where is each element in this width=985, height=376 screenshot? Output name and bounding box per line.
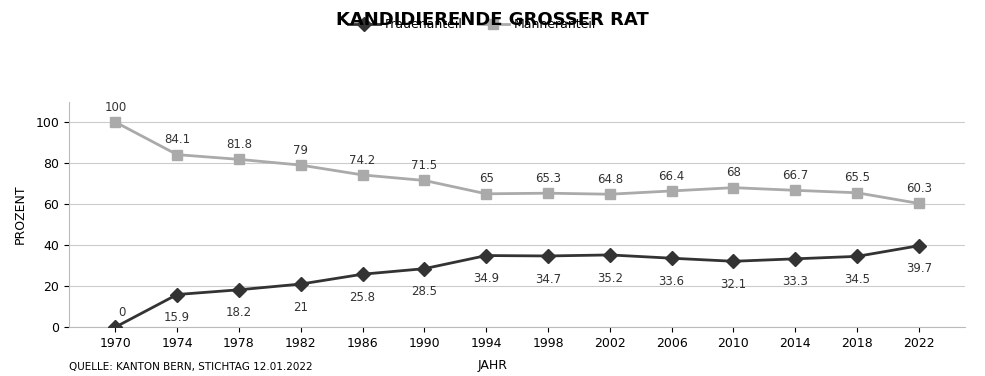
Männeranteil <box>233 157 245 162</box>
Text: 100: 100 <box>104 101 126 114</box>
Text: 25.8: 25.8 <box>350 291 375 304</box>
Männeranteil <box>295 163 306 167</box>
Text: 34.7: 34.7 <box>535 273 561 286</box>
Text: 32.1: 32.1 <box>720 278 747 291</box>
Line: Männeranteil: Männeranteil <box>110 117 924 208</box>
Text: 74.2: 74.2 <box>350 154 375 167</box>
Frauenanteil <box>295 282 306 286</box>
Männeranteil <box>604 192 616 197</box>
Frauenanteil <box>171 292 183 297</box>
Text: 34.9: 34.9 <box>473 272 499 285</box>
Text: 84.1: 84.1 <box>164 133 190 146</box>
Männeranteil <box>666 189 678 193</box>
Text: 0: 0 <box>118 306 125 319</box>
Text: 64.8: 64.8 <box>597 173 623 186</box>
Männeranteil <box>109 120 121 124</box>
Männeranteil <box>913 201 925 206</box>
Text: 15.9: 15.9 <box>164 311 190 324</box>
Text: KANDIDIERENDE GROSSER RAT: KANDIDIERENDE GROSSER RAT <box>336 11 649 29</box>
Text: 33.6: 33.6 <box>659 275 685 288</box>
Text: 65: 65 <box>479 173 493 185</box>
Text: 18.2: 18.2 <box>226 306 252 320</box>
Text: 33.3: 33.3 <box>782 276 809 288</box>
Männeranteil <box>357 173 368 177</box>
Frauenanteil <box>109 325 121 329</box>
Text: 81.8: 81.8 <box>226 138 252 151</box>
Text: JAHR: JAHR <box>478 359 507 372</box>
Text: 66.4: 66.4 <box>659 170 685 183</box>
Männeranteil <box>542 191 554 196</box>
Frauenanteil <box>419 267 430 271</box>
Text: 28.5: 28.5 <box>412 285 437 298</box>
Text: 60.3: 60.3 <box>906 182 932 195</box>
Männeranteil <box>171 152 183 157</box>
Text: 66.7: 66.7 <box>782 169 809 182</box>
Text: 21: 21 <box>294 301 308 314</box>
Line: Frauenanteil: Frauenanteil <box>110 241 924 332</box>
Frauenanteil <box>851 254 863 259</box>
Männeranteil <box>789 188 801 193</box>
Männeranteil <box>851 191 863 195</box>
Frauenanteil <box>666 256 678 261</box>
Text: 39.7: 39.7 <box>906 262 932 275</box>
Legend: Frauenanteil, Männeranteil: Frauenanteil, Männeranteil <box>344 13 601 36</box>
Text: 79: 79 <box>294 144 308 157</box>
Text: 65.3: 65.3 <box>535 172 561 185</box>
Frauenanteil <box>789 256 801 261</box>
Frauenanteil <box>542 254 554 258</box>
Text: 35.2: 35.2 <box>597 271 623 285</box>
Frauenanteil <box>728 259 740 264</box>
Frauenanteil <box>913 243 925 248</box>
Frauenanteil <box>357 272 368 276</box>
Text: QUELLE: KANTON BERN, STICHTAG 12.01.2022: QUELLE: KANTON BERN, STICHTAG 12.01.2022 <box>69 362 312 372</box>
Männeranteil <box>419 178 430 183</box>
Text: 65.5: 65.5 <box>844 171 870 185</box>
Text: 34.5: 34.5 <box>844 273 870 286</box>
Frauenanteil <box>481 253 492 258</box>
Text: 71.5: 71.5 <box>412 159 437 172</box>
Frauenanteil <box>604 253 616 257</box>
Frauenanteil <box>233 288 245 292</box>
Männeranteil <box>481 191 492 196</box>
Text: 68: 68 <box>726 166 741 179</box>
Y-axis label: PROZENT: PROZENT <box>14 185 27 244</box>
Männeranteil <box>728 185 740 190</box>
